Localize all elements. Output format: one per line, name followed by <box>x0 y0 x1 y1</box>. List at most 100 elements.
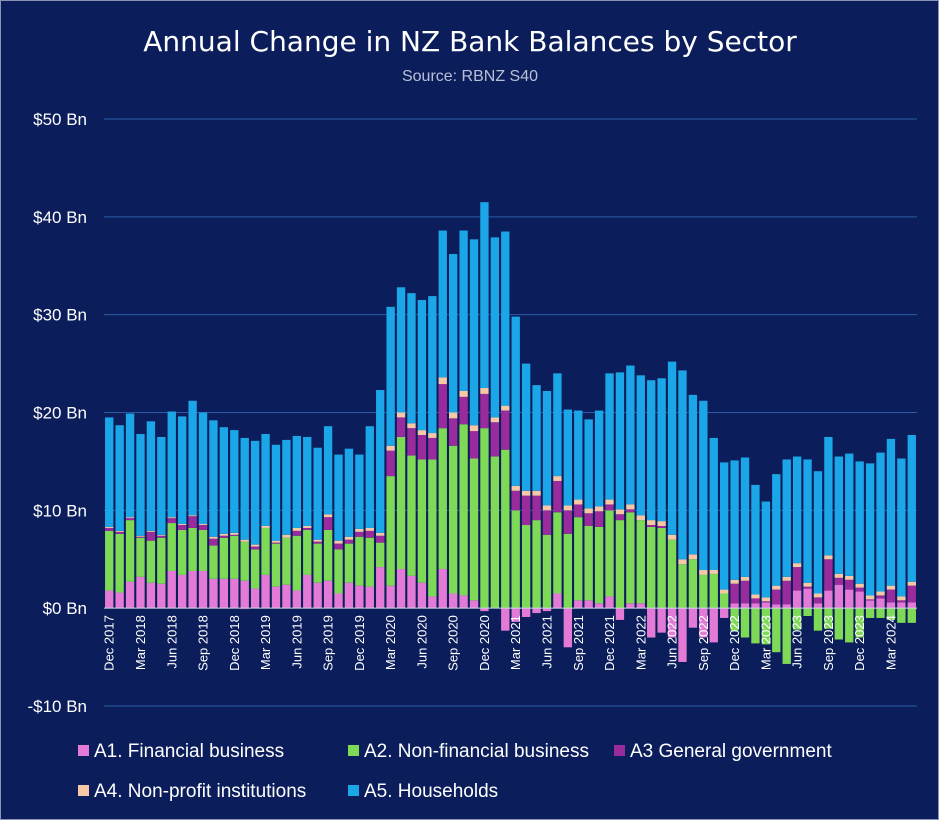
legend-label-a4-non-profit-institutions: A4. Non-profit institutions <box>94 781 306 802</box>
bar-segment-a4-non-profit-institutions <box>282 534 291 538</box>
bar-segment-a3-general-government <box>772 589 781 605</box>
bar-segment-a2-non-financial-business <box>334 549 343 594</box>
bar-segment-a5-households <box>813 471 823 594</box>
bar-segment-a4-non-profit-institutions <box>323 514 333 518</box>
bar-segment-a4-non-profit-institutions <box>782 576 791 581</box>
bar-segment-a3-general-government <box>553 480 562 513</box>
y-tick-label: -$10 Bn <box>27 697 87 716</box>
bar-segment-a1-financial-business <box>188 570 197 609</box>
bar-segment-a2-non-financial-business <box>209 545 218 579</box>
bar-segment-a4-non-profit-institutions <box>438 377 447 385</box>
bar-segment-a3-general-government <box>136 536 145 538</box>
bar-segment-a4-non-profit-institutions <box>657 521 666 526</box>
bar-segment-a3-general-government <box>834 577 843 585</box>
bar-segment-a5-households <box>417 299 427 431</box>
bar-segment-a2-non-financial-business <box>480 428 489 609</box>
bar-segment-a5-households <box>469 239 479 426</box>
bar-segment-a4-non-profit-institutions <box>250 544 260 547</box>
bar-segment-a1-financial-business <box>105 590 114 609</box>
bar-segment-a1-financial-business <box>626 603 635 609</box>
bar-segment-a5-households <box>678 370 687 560</box>
bar-segment-a4-non-profit-institutions <box>386 445 395 451</box>
bar-segment-a5-households <box>313 447 322 540</box>
bar-segment-a1-financial-business <box>480 608 489 612</box>
bar-segment-a3-general-government <box>250 546 260 550</box>
x-tick-label: Sep 2023 <box>821 615 836 671</box>
bar-stack-area <box>105 202 916 664</box>
bar-segment-a5-households <box>730 460 739 580</box>
bar-segment-a5-households <box>407 293 416 424</box>
x-tick-label: Jun 2021 <box>540 615 555 669</box>
bar-segment-a4-non-profit-institutions <box>709 570 718 574</box>
bar-segment-a1-financial-business <box>115 592 124 609</box>
bar-segment-a4-non-profit-institutions <box>574 499 583 505</box>
x-tick-label: Mar 2021 <box>508 615 523 670</box>
bar-segment-a2-non-financial-business <box>553 512 562 594</box>
bar-segment-a3-general-government <box>219 535 229 538</box>
bar-segment-a3-general-government <box>157 535 166 538</box>
bar-segment-a1-financial-business <box>313 582 322 609</box>
bar-segment-a5-households <box>699 400 708 571</box>
bar-segment-a1-financial-business <box>897 602 906 609</box>
bar-segment-a5-households <box>751 484 760 595</box>
bar-segment-a3-general-government <box>824 559 833 591</box>
x-tick-label: Jun 2020 <box>414 615 429 669</box>
bar-segment-a4-non-profit-institutions <box>688 554 698 560</box>
bar-segment-a3-general-government <box>855 587 864 592</box>
bar-segment-a2-non-financial-business <box>876 608 885 618</box>
bar-segment-a3-general-government <box>542 510 552 535</box>
bar-segment-a1-financial-business <box>688 608 698 628</box>
bar-segment-a3-general-government <box>323 517 333 530</box>
bar-segment-a3-general-government <box>907 585 916 603</box>
bar-segment-a4-non-profit-institutions <box>407 423 416 429</box>
bar-segment-a5-households <box>115 425 124 531</box>
bar-segment-a3-general-government <box>751 598 760 604</box>
bar-segment-a4-non-profit-institutions <box>594 506 604 512</box>
bar-segment-a1-financial-business <box>376 567 385 609</box>
x-tick-label: Mar 2019 <box>258 615 273 670</box>
x-tick-label: Dec 2018 <box>227 615 242 671</box>
bar-segment-a4-non-profit-institutions <box>834 573 843 578</box>
bar-segment-a3-general-government <box>313 541 322 544</box>
x-tick-label: Sep 2018 <box>196 615 211 671</box>
bar-segment-a2-non-financial-business <box>459 424 468 596</box>
bar-segment-a4-non-profit-institutions <box>115 530 124 532</box>
bar-segment-a3-general-government <box>355 531 364 537</box>
bar-segment-a2-non-financial-business <box>720 593 729 609</box>
bar-segment-a1-financial-business <box>261 574 270 609</box>
bar-segment-a1-financial-business <box>709 608 718 643</box>
legend-swatch-a1-financial-business <box>78 745 89 756</box>
bar-segment-a5-households <box>511 316 520 486</box>
bar-segment-a4-non-profit-institutions <box>740 576 750 581</box>
bar-segment-a5-households <box>459 230 468 391</box>
bar-segment-a1-financial-business <box>532 608 541 614</box>
bar-segment-a2-non-financial-business <box>647 526 656 609</box>
bar-segment-a2-non-financial-business <box>240 541 249 581</box>
bar-segment-a2-non-financial-business <box>469 458 479 601</box>
bar-segment-a1-financial-business <box>344 582 354 609</box>
bar-segment-a2-non-financial-business <box>772 608 781 653</box>
bar-segment-a4-non-profit-institutions <box>761 597 771 602</box>
bar-segment-a4-non-profit-institutions <box>615 509 625 515</box>
legend-label-a1-financial-business: A1. Financial business <box>94 741 284 762</box>
bar-segment-a2-non-financial-business <box>449 445 458 594</box>
bar-segment-a5-households <box>198 412 208 525</box>
bar-segment-a2-non-financial-business <box>563 533 572 609</box>
bar-segment-a4-non-profit-institutions <box>751 594 760 599</box>
bar-segment-a2-non-financial-business <box>574 517 583 601</box>
bar-segment-a3-general-government <box>407 428 416 456</box>
bar-segment-a5-households <box>907 435 916 582</box>
bar-segment-a4-non-profit-institutions <box>146 530 156 532</box>
bar-segment-a1-financial-business <box>209 578 218 609</box>
bar-segment-a3-general-government <box>615 514 625 521</box>
bar-segment-a5-households <box>709 437 718 571</box>
bar-segment-a5-households <box>824 436 833 556</box>
x-tick-label: Jun 2022 <box>665 615 680 669</box>
bar-segment-a4-non-profit-institutions <box>167 517 176 519</box>
bar-segment-a3-general-government <box>386 450 395 477</box>
y-tick-label: $20 Bn <box>33 404 87 423</box>
bar-segment-a5-households <box>876 452 885 592</box>
bar-segment-a2-non-financial-business <box>584 525 593 601</box>
bar-segment-a4-non-profit-institutions <box>792 563 802 568</box>
